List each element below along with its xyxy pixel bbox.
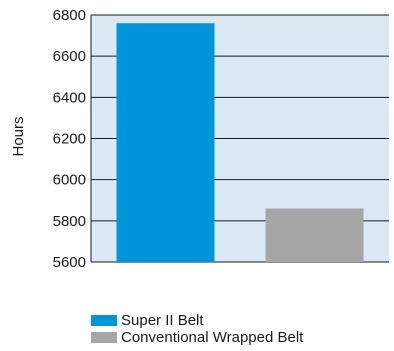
legend: Super II Belt Conventional Wrapped Belt	[91, 312, 303, 346]
legend-swatch-super-ii	[91, 315, 117, 326]
y-tick-label: 5800	[53, 213, 86, 230]
y-tick-label: 6800	[53, 7, 86, 24]
bar-chart: 5600 5800 6000 6200 6400 6600 6800 Hours	[10, 7, 389, 271]
legend-label-super-ii: Super II Belt	[121, 312, 204, 329]
bar-conventional-wrapped-belt	[265, 208, 364, 262]
bars	[116, 23, 364, 262]
bar-super-ii-belt	[116, 23, 215, 262]
legend-item-super-ii: Super II Belt	[91, 312, 303, 329]
y-tick-label: 5600	[53, 254, 86, 271]
legend-label-conventional: Conventional Wrapped Belt	[121, 329, 304, 346]
y-tick-label: 6400	[53, 89, 86, 106]
y-axis-label: Hours	[10, 116, 27, 156]
legend-item-conventional: Conventional Wrapped Belt	[91, 329, 303, 346]
legend-swatch-conventional	[91, 332, 117, 343]
y-tick-labels: 5600 5800 6000 6200 6400 6600 6800	[53, 7, 86, 271]
y-tick-label: 6200	[53, 131, 86, 148]
y-tick-label: 6000	[53, 172, 86, 189]
y-tick-label: 6600	[53, 48, 86, 65]
